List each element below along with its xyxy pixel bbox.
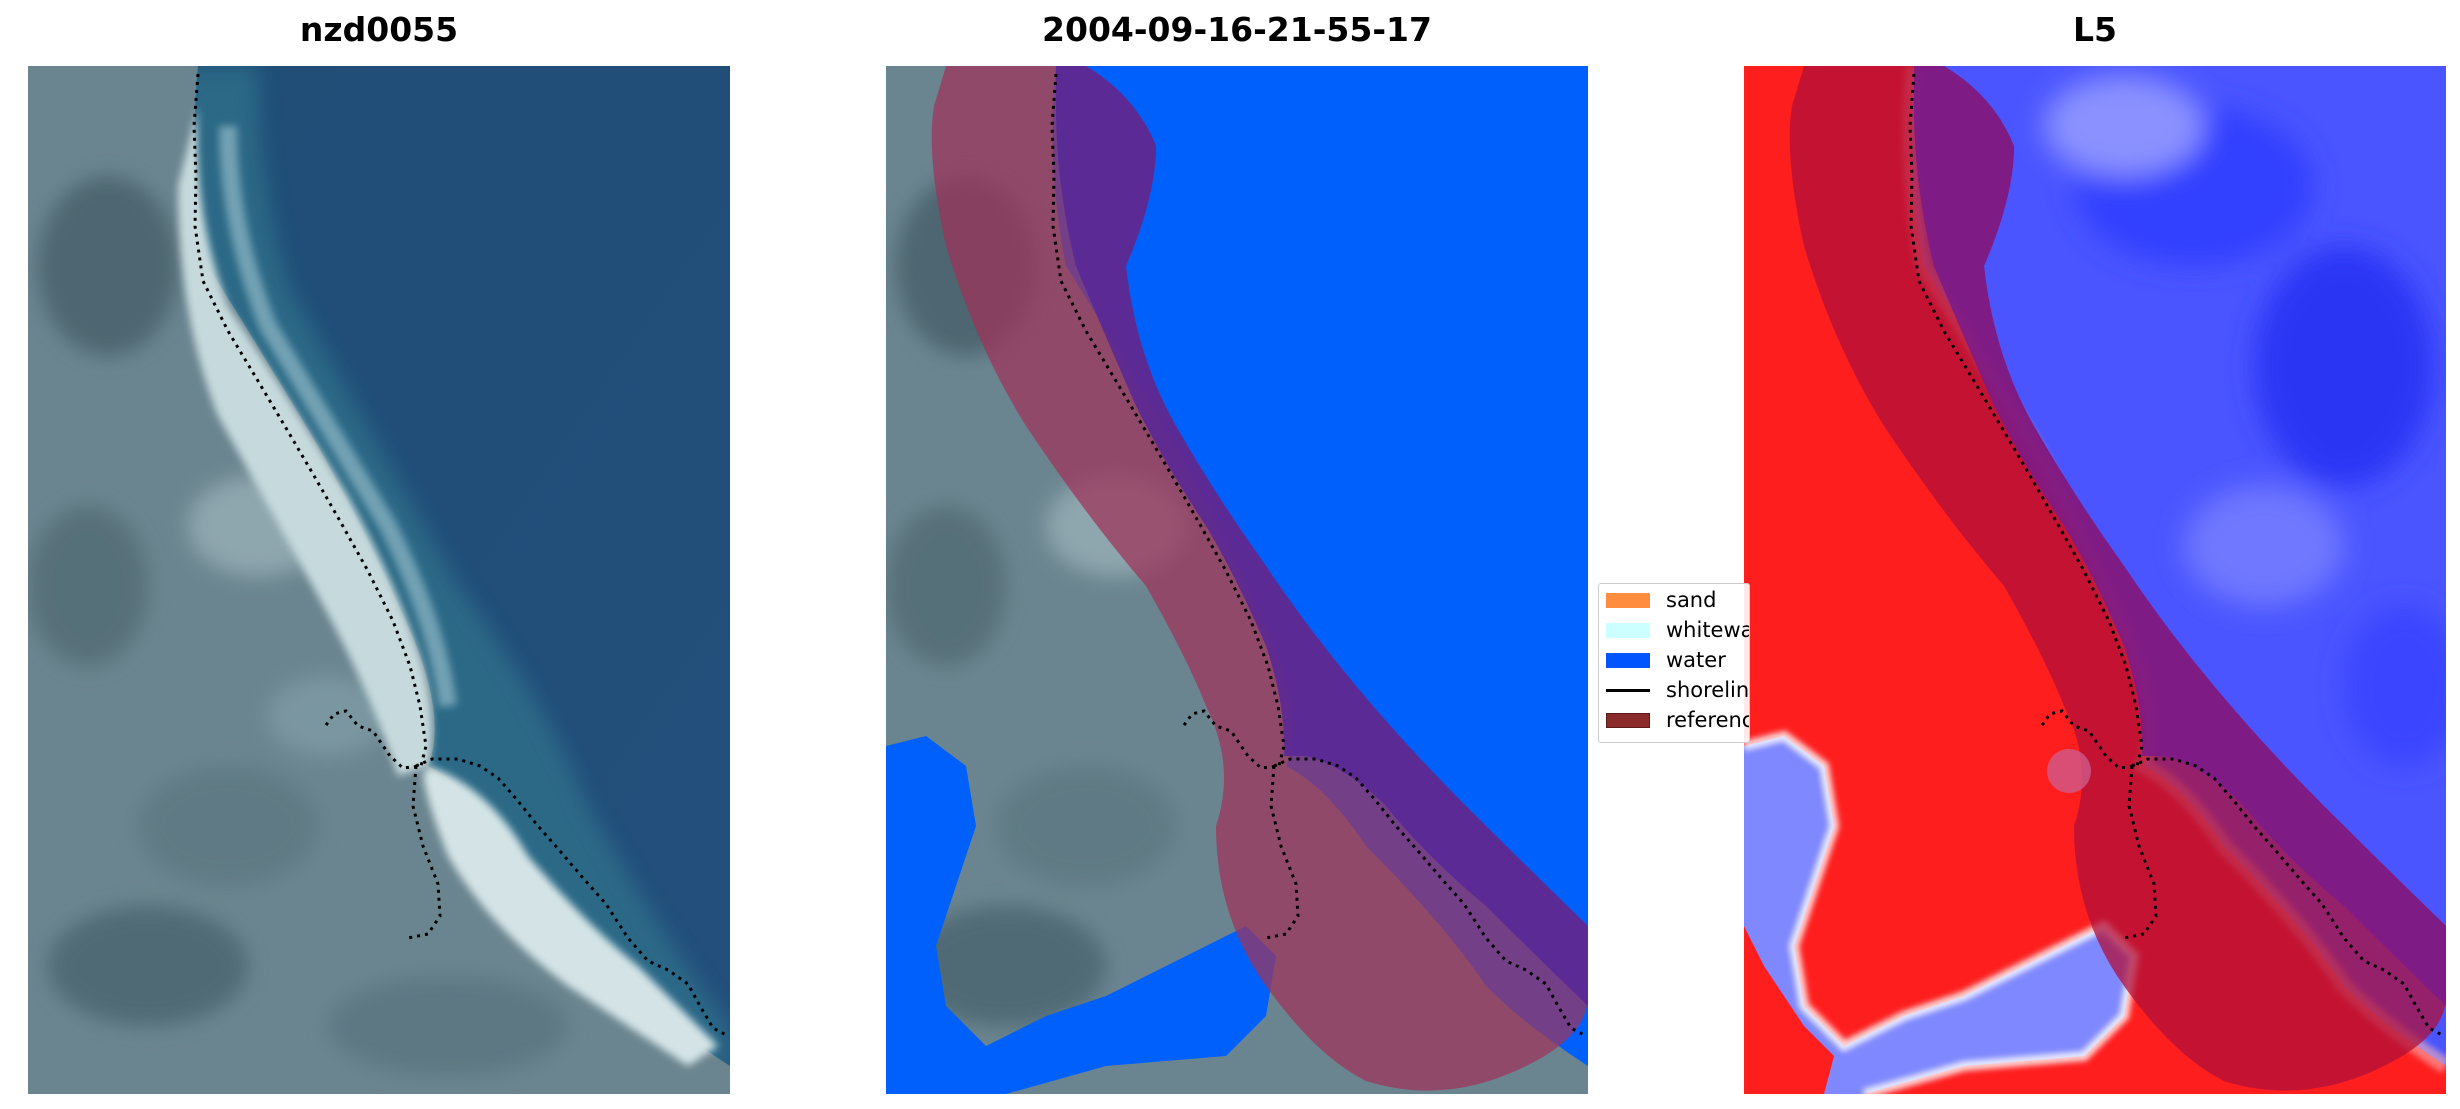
- nearshore-water: [178, 66, 730, 1094]
- classification-map: [886, 66, 1588, 1094]
- inland-water: [886, 736, 1276, 1094]
- shoreline: [192, 73, 729, 1038]
- index-water-texture: [2044, 76, 2446, 766]
- legend-label: water: [1666, 648, 1726, 672]
- legend-item-sand: sand: [1606, 585, 1749, 615]
- beach: [178, 106, 432, 776]
- panel-title-satellite: L5: [2073, 10, 2117, 49]
- legend-swatch-water: [1606, 653, 1650, 668]
- inland-water-edge: [1744, 730, 2140, 1094]
- rgb-satellite-image: [28, 66, 730, 1094]
- reference-overlay-water-part: [1056, 66, 1588, 1006]
- legend-swatch-whitewater: [1606, 623, 1650, 638]
- legend-label: whitewa: [1666, 618, 1750, 642]
- panel-title-image-id: nzd0055: [299, 10, 459, 49]
- legend-item-water: water: [1606, 645, 1749, 675]
- legend-label: sand: [1666, 588, 1717, 612]
- reference-overlay-water-part: [1914, 66, 2446, 1006]
- legend-item-whitewater: whitewa: [1606, 615, 1750, 645]
- legend-item-reference: referenc: [1606, 705, 1750, 735]
- legend-swatch-sand: [1606, 593, 1650, 608]
- shoreline: [1908, 73, 2445, 1038]
- inland-water-index: [1744, 736, 2134, 1094]
- legend-swatch-reference: [1606, 713, 1650, 728]
- surf-zone: [219, 125, 457, 708]
- legend-swatch-shoreline: [1606, 689, 1650, 692]
- index-lagoon: [2047, 749, 2091, 793]
- spit: [423, 766, 718, 1066]
- legend-label: shorelin: [1666, 678, 1750, 702]
- legend-item-shoreline: shorelin: [1606, 675, 1750, 705]
- shoreline: [1050, 73, 1587, 1038]
- legend: sand whitewa water shorelin referenc: [1598, 583, 1750, 743]
- water-index-map: [1744, 66, 2446, 1094]
- legend-label: referenc: [1666, 708, 1750, 732]
- panel-title-date: 2004-09-16-21-55-17: [1042, 10, 1432, 49]
